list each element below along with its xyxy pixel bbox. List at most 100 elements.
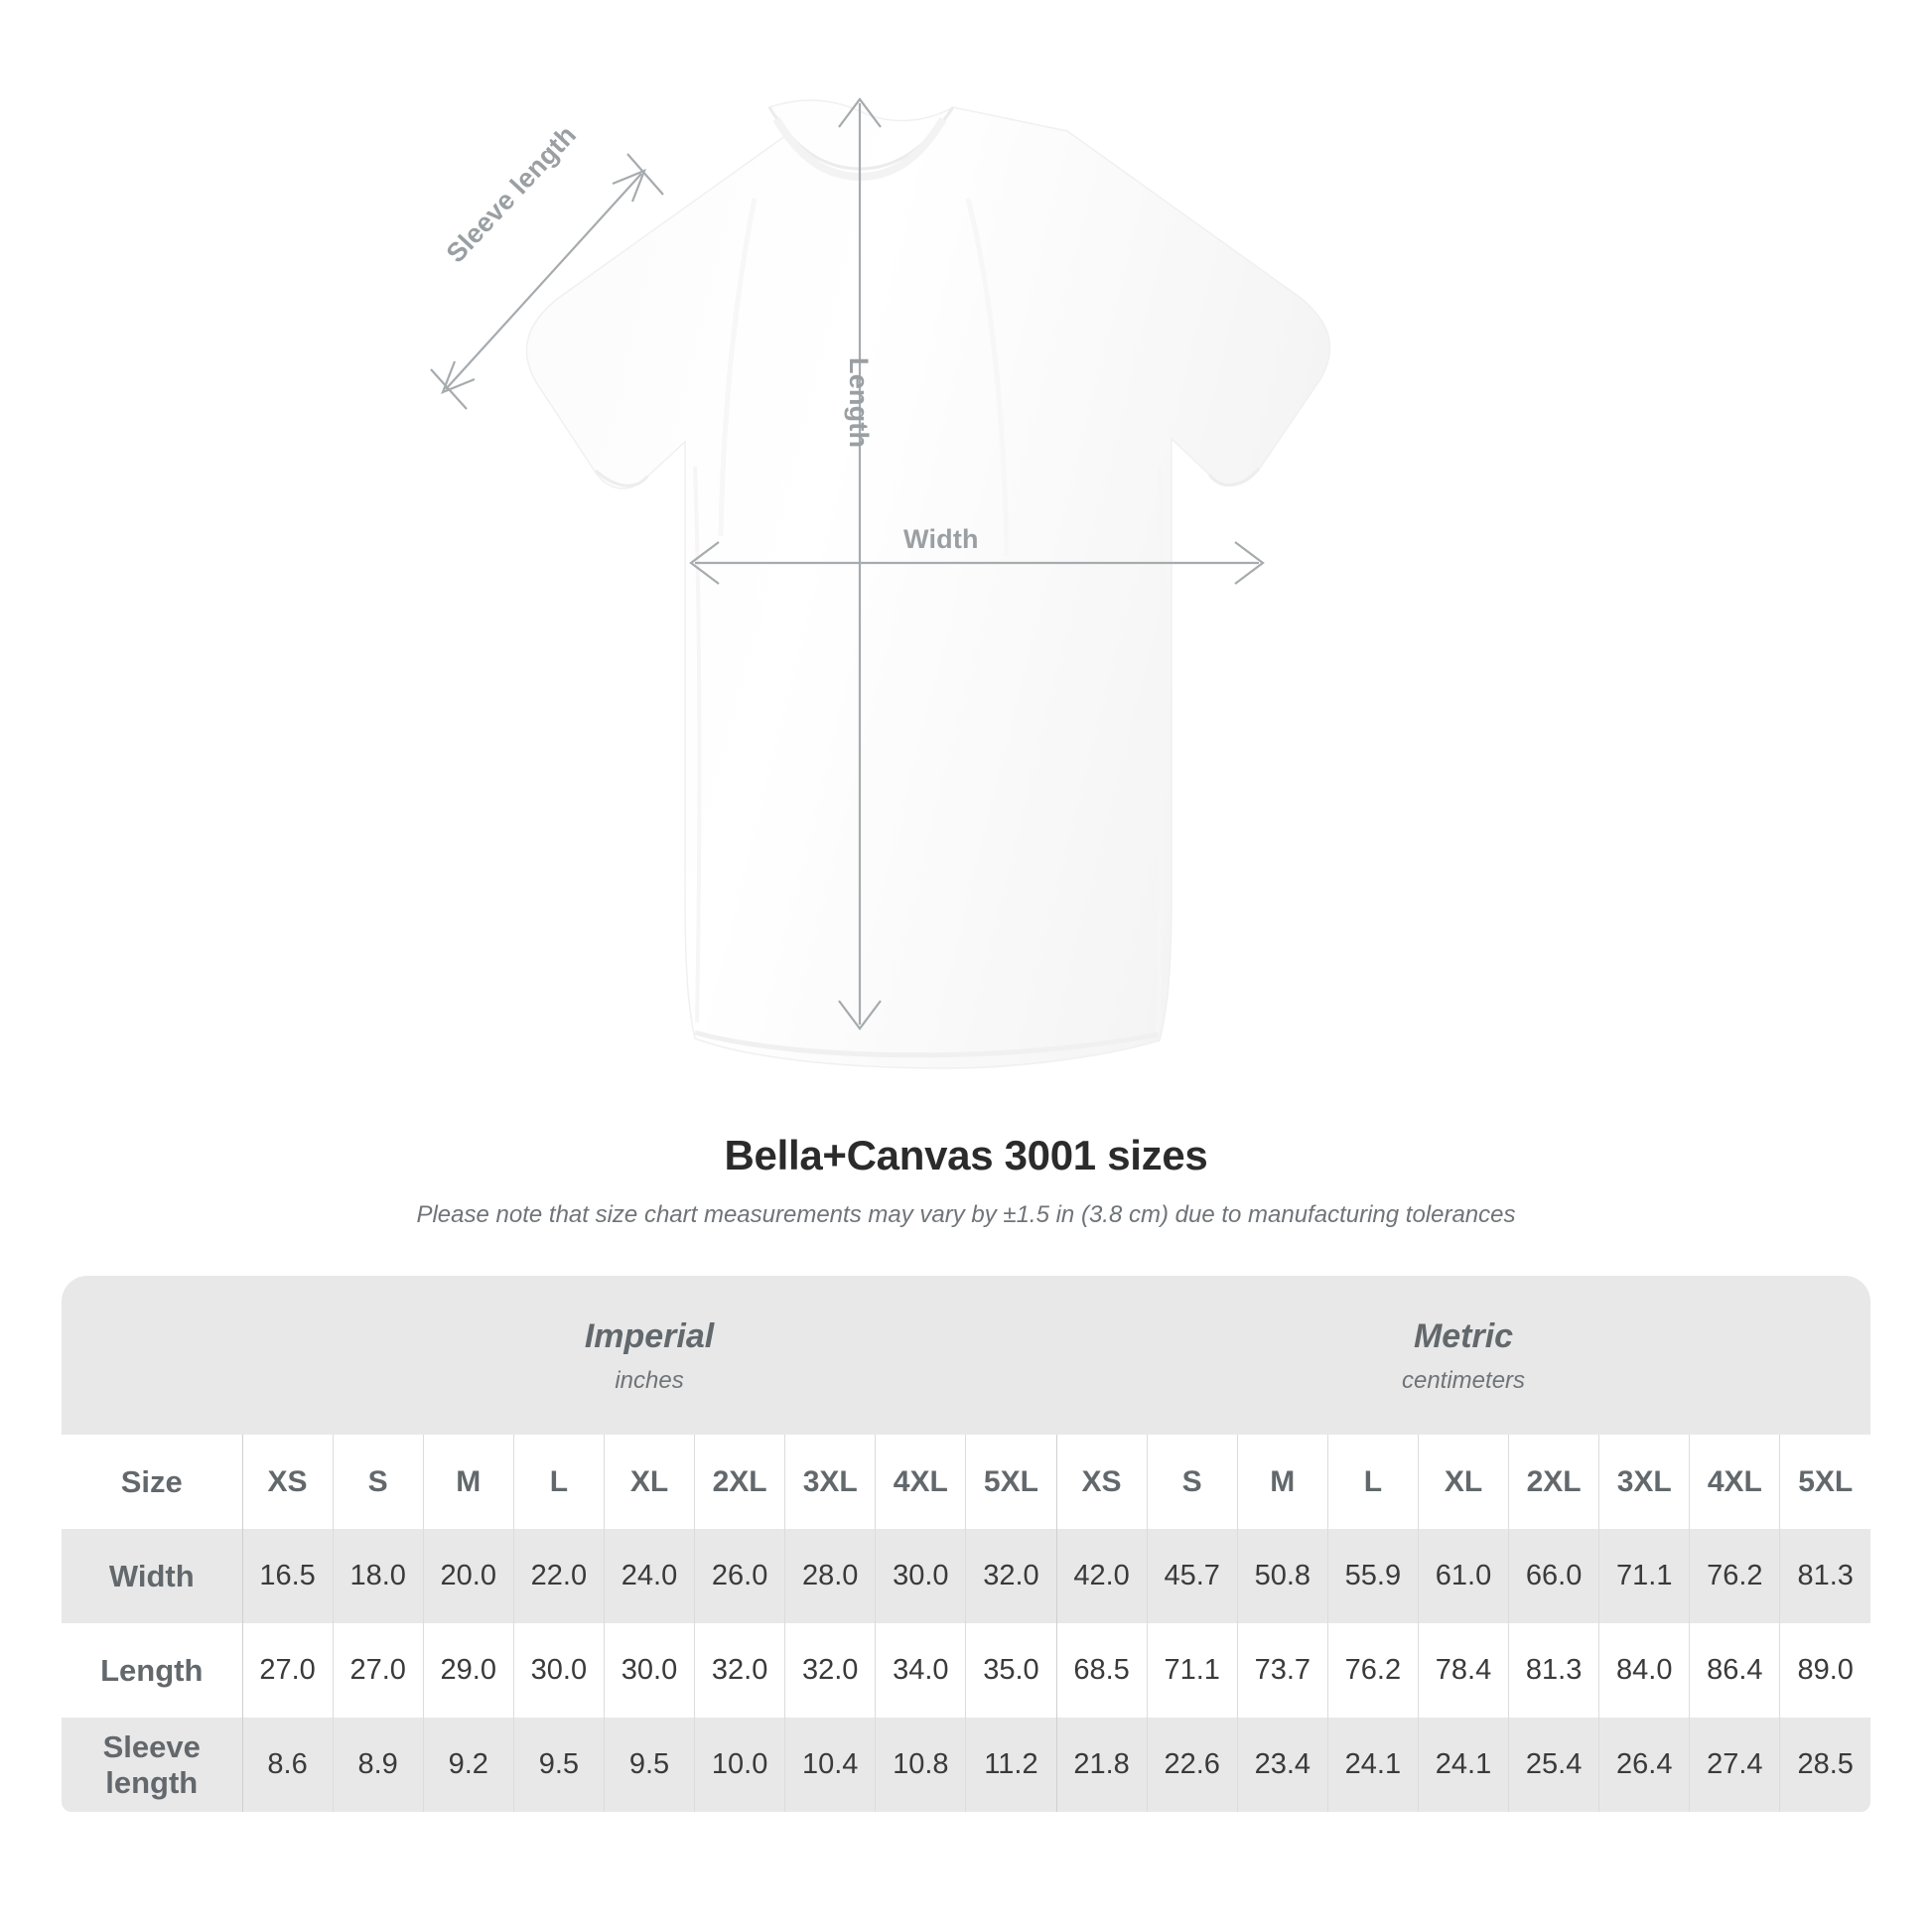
table-row: Sleeve length 8.6 8.9 9.2 9.5 9.5 10.0 10.4 10.8… [62, 1718, 1871, 1812]
size-header-5xl-metric: 5XL [1779, 1435, 1871, 1529]
unit-header-imperial: Imperial inches [242, 1276, 1057, 1435]
cell-sleeve-length-metric-xs: 21.8 [1055, 1718, 1148, 1812]
length-label: Length [844, 357, 874, 449]
cell-sleeve-length-imperial-s: 8.9 [332, 1718, 424, 1812]
cell-sleeve-length-imperial-l: 9.5 [512, 1718, 605, 1812]
cell-sleeve-length-imperial-xl: 9.5 [603, 1718, 695, 1812]
dimension-lines [430, 97, 1265, 1031]
size-header-5xl-imperial: 5XL [965, 1435, 1057, 1529]
unit-subtitle: inches [615, 1367, 684, 1395]
cell-length-metric-xs: 68.5 [1055, 1623, 1148, 1718]
cell-width-imperial-4xl: 30.0 [875, 1529, 966, 1623]
size-header-xl-imperial: XL [603, 1435, 695, 1529]
cell-length-imperial-3xl: 32.0 [784, 1623, 876, 1718]
size-table-wrapper: Imperial inches Metric centimeters Size XS S M L… [62, 1276, 1871, 1812]
tshirt-silhouette [525, 99, 1331, 1069]
tshirt-illustration: Sleeve length Length Width [430, 97, 1331, 1069]
unit-subtitle: centimeters [1401, 1367, 1526, 1395]
row-label-sleeve-length: Sleeve length [62, 1718, 242, 1812]
row-label-length: Length [62, 1623, 242, 1718]
size-header-l-imperial: L [512, 1435, 605, 1529]
unit-system-header-row: Imperial inches Metric centimeters [62, 1276, 1871, 1435]
cell-width-metric-2xl: 66.0 [1508, 1529, 1599, 1623]
cell-length-imperial-5xl: 35.0 [965, 1623, 1057, 1718]
size-header-2xl-imperial: 2XL [694, 1435, 785, 1529]
tolerance-note: Please note that size chart measurements… [416, 1201, 1516, 1228]
cell-length-metric-3xl: 84.0 [1598, 1623, 1690, 1718]
cell-sleeve-length-metric-xl: 24.1 [1417, 1718, 1509, 1812]
cell-sleeve-length-metric-s: 22.6 [1146, 1718, 1238, 1812]
sleeve-dimension-arrow [430, 153, 664, 410]
cell-length-imperial-s: 27.0 [332, 1623, 424, 1718]
unit-name: Metric [1413, 1316, 1514, 1355]
cell-sleeve-length-imperial-3xl: 10.4 [784, 1718, 876, 1812]
cell-sleeve-length-imperial-4xl: 10.8 [875, 1718, 966, 1812]
cell-width-metric-3xl: 71.1 [1598, 1529, 1690, 1623]
cell-width-imperial-l: 22.0 [512, 1529, 605, 1623]
page-title: Bella+Canvas 3001 sizes [724, 1132, 1208, 1178]
size-header-4xl-imperial: 4XL [875, 1435, 966, 1529]
unit-band-spacer [62, 1276, 242, 1435]
cell-sleeve-length-metric-3xl: 26.4 [1598, 1718, 1690, 1812]
cell-width-metric-l: 55.9 [1326, 1529, 1419, 1623]
cell-sleeve-length-imperial-xs: 8.6 [241, 1718, 334, 1812]
cell-width-imperial-xl: 24.0 [603, 1529, 695, 1623]
cell-width-metric-xs: 42.0 [1055, 1529, 1148, 1623]
chart-caption: Bella+Canvas 3001 sizes Please note that… [0, 1132, 1932, 1229]
cell-width-imperial-2xl: 26.0 [694, 1529, 785, 1623]
tshirt-diagram-svg [430, 97, 1331, 1069]
cell-sleeve-length-metric-2xl: 25.4 [1508, 1718, 1599, 1812]
size-header-4xl-metric: 4XL [1689, 1435, 1780, 1529]
cell-length-metric-m: 73.7 [1236, 1623, 1328, 1718]
size-header-row: Size XS S M L XL 2XL 3XL 4XL 5XL XS S M L XL 2XL 3XL 4XL 5… [62, 1435, 1871, 1529]
cell-sleeve-length-metric-5xl: 28.5 [1779, 1718, 1871, 1812]
size-header-s-metric: S [1146, 1435, 1238, 1529]
cell-length-metric-4xl: 86.4 [1689, 1623, 1780, 1718]
cell-length-imperial-2xl: 32.0 [694, 1623, 785, 1718]
cell-length-imperial-xl: 30.0 [603, 1623, 695, 1718]
cell-width-metric-4xl: 76.2 [1689, 1529, 1780, 1623]
cell-width-imperial-3xl: 28.0 [784, 1529, 876, 1623]
cell-width-imperial-m: 20.0 [422, 1529, 514, 1623]
size-header-xs-imperial: XS [241, 1435, 334, 1529]
size-header-3xl-metric: 3XL [1598, 1435, 1690, 1529]
cell-length-imperial-l: 30.0 [512, 1623, 605, 1718]
cell-length-imperial-4xl: 34.0 [875, 1623, 966, 1718]
row-label-width: Width [62, 1529, 242, 1623]
cell-width-metric-s: 45.7 [1146, 1529, 1238, 1623]
size-header-m-imperial: M [422, 1435, 514, 1529]
size-header-3xl-imperial: 3XL [784, 1435, 876, 1529]
cell-sleeve-length-imperial-2xl: 10.0 [694, 1718, 785, 1812]
size-header-s-imperial: S [332, 1435, 424, 1529]
cell-sleeve-length-metric-m: 23.4 [1236, 1718, 1328, 1812]
unit-name: Imperial [584, 1316, 715, 1355]
cell-sleeve-length-metric-4xl: 27.4 [1689, 1718, 1780, 1812]
cell-length-metric-xl: 78.4 [1417, 1623, 1509, 1718]
size-header-2xl-metric: 2XL [1508, 1435, 1599, 1529]
cell-width-imperial-xs: 16.5 [241, 1529, 334, 1623]
size-header-xs-metric: XS [1055, 1435, 1148, 1529]
size-table: Imperial inches Metric centimeters Size XS S M L… [62, 1276, 1871, 1812]
size-header-l-metric: L [1326, 1435, 1419, 1529]
cell-length-metric-s: 71.1 [1146, 1623, 1238, 1718]
cell-length-metric-5xl: 89.0 [1779, 1623, 1871, 1718]
width-dimension-arrow [689, 541, 1265, 585]
cell-length-metric-l: 76.2 [1326, 1623, 1419, 1718]
cell-length-metric-2xl: 81.3 [1508, 1623, 1599, 1718]
cell-width-metric-xl: 61.0 [1417, 1529, 1509, 1623]
table-row: Width 16.5 18.0 20.0 22.0 24.0 26.0 28.0 30.0 32.… [62, 1529, 1871, 1623]
cell-width-imperial-5xl: 32.0 [965, 1529, 1057, 1623]
size-header-m-metric: M [1236, 1435, 1328, 1529]
cell-sleeve-length-imperial-m: 9.2 [422, 1718, 514, 1812]
cell-width-metric-5xl: 81.3 [1779, 1529, 1871, 1623]
width-label: Width [903, 524, 979, 554]
cell-length-imperial-m: 29.0 [422, 1623, 514, 1718]
cell-width-metric-m: 50.8 [1236, 1529, 1328, 1623]
cell-sleeve-length-imperial-5xl: 11.2 [965, 1718, 1057, 1812]
cell-width-imperial-s: 18.0 [332, 1529, 424, 1623]
cell-length-imperial-xs: 27.0 [241, 1623, 334, 1718]
cell-sleeve-length-metric-l: 24.1 [1326, 1718, 1419, 1812]
unit-header-metric: Metric centimeters [1056, 1276, 1871, 1435]
size-header-xl-metric: XL [1417, 1435, 1509, 1529]
